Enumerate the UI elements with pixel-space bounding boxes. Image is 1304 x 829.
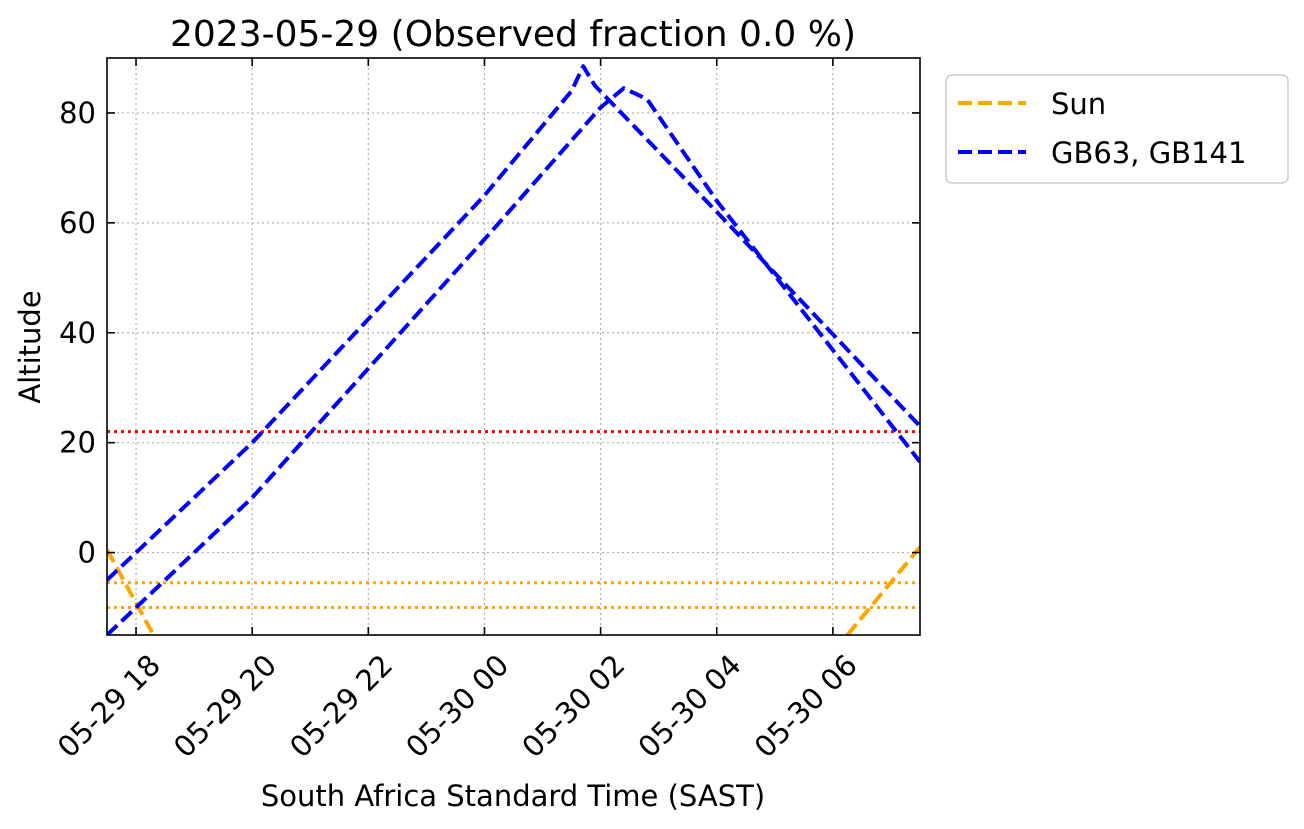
sun-altitude-line [845,545,920,635]
sun-altitude-line [107,548,156,635]
x-tick-labels: 05-29 18 05-29 20 05-29 22 05-30 00 05-30 02… [51,648,864,764]
x-tick-label: 05-29 20 [167,648,283,764]
x-tick-label: 05-30 00 [399,648,515,764]
x-tick-label: 05-30 06 [748,648,864,764]
y-axis-label: Altitude [13,290,47,403]
y-tick-label: 0 [78,536,96,570]
x-axis-label: South Africa Standard Time (SAST) [261,779,765,813]
legend: Sun GB63, GB141 [945,74,1289,184]
x-tick-label: 05-30 02 [515,648,631,764]
y-tick-labels: 0 20 40 60 80 [59,96,96,570]
axis-ticks [107,58,920,635]
y-tick-label: 80 [59,96,96,130]
y-tick-label: 20 [59,426,96,460]
plot-area-frame [106,57,921,636]
grid [107,58,920,635]
chart-title: 2023-05-29 (Observed fraction 0.0 %) [170,14,856,55]
y-tick-label: 40 [59,316,96,350]
x-tick-label: 05-29 18 [51,648,167,764]
y-tick-label: 60 [59,206,96,240]
x-tick-label: 05-30 04 [631,648,747,764]
x-tick-label: 05-29 22 [283,648,399,764]
legend-gb-label: GB63, GB141 [1051,136,1246,170]
legend-sun-label: Sun [1051,87,1106,121]
threshold-lines [107,430,920,610]
series-lines [107,64,920,635]
gb-altitude-line [107,86,920,635]
gb-altitude-line [107,64,920,582]
legend-box [945,74,1289,184]
